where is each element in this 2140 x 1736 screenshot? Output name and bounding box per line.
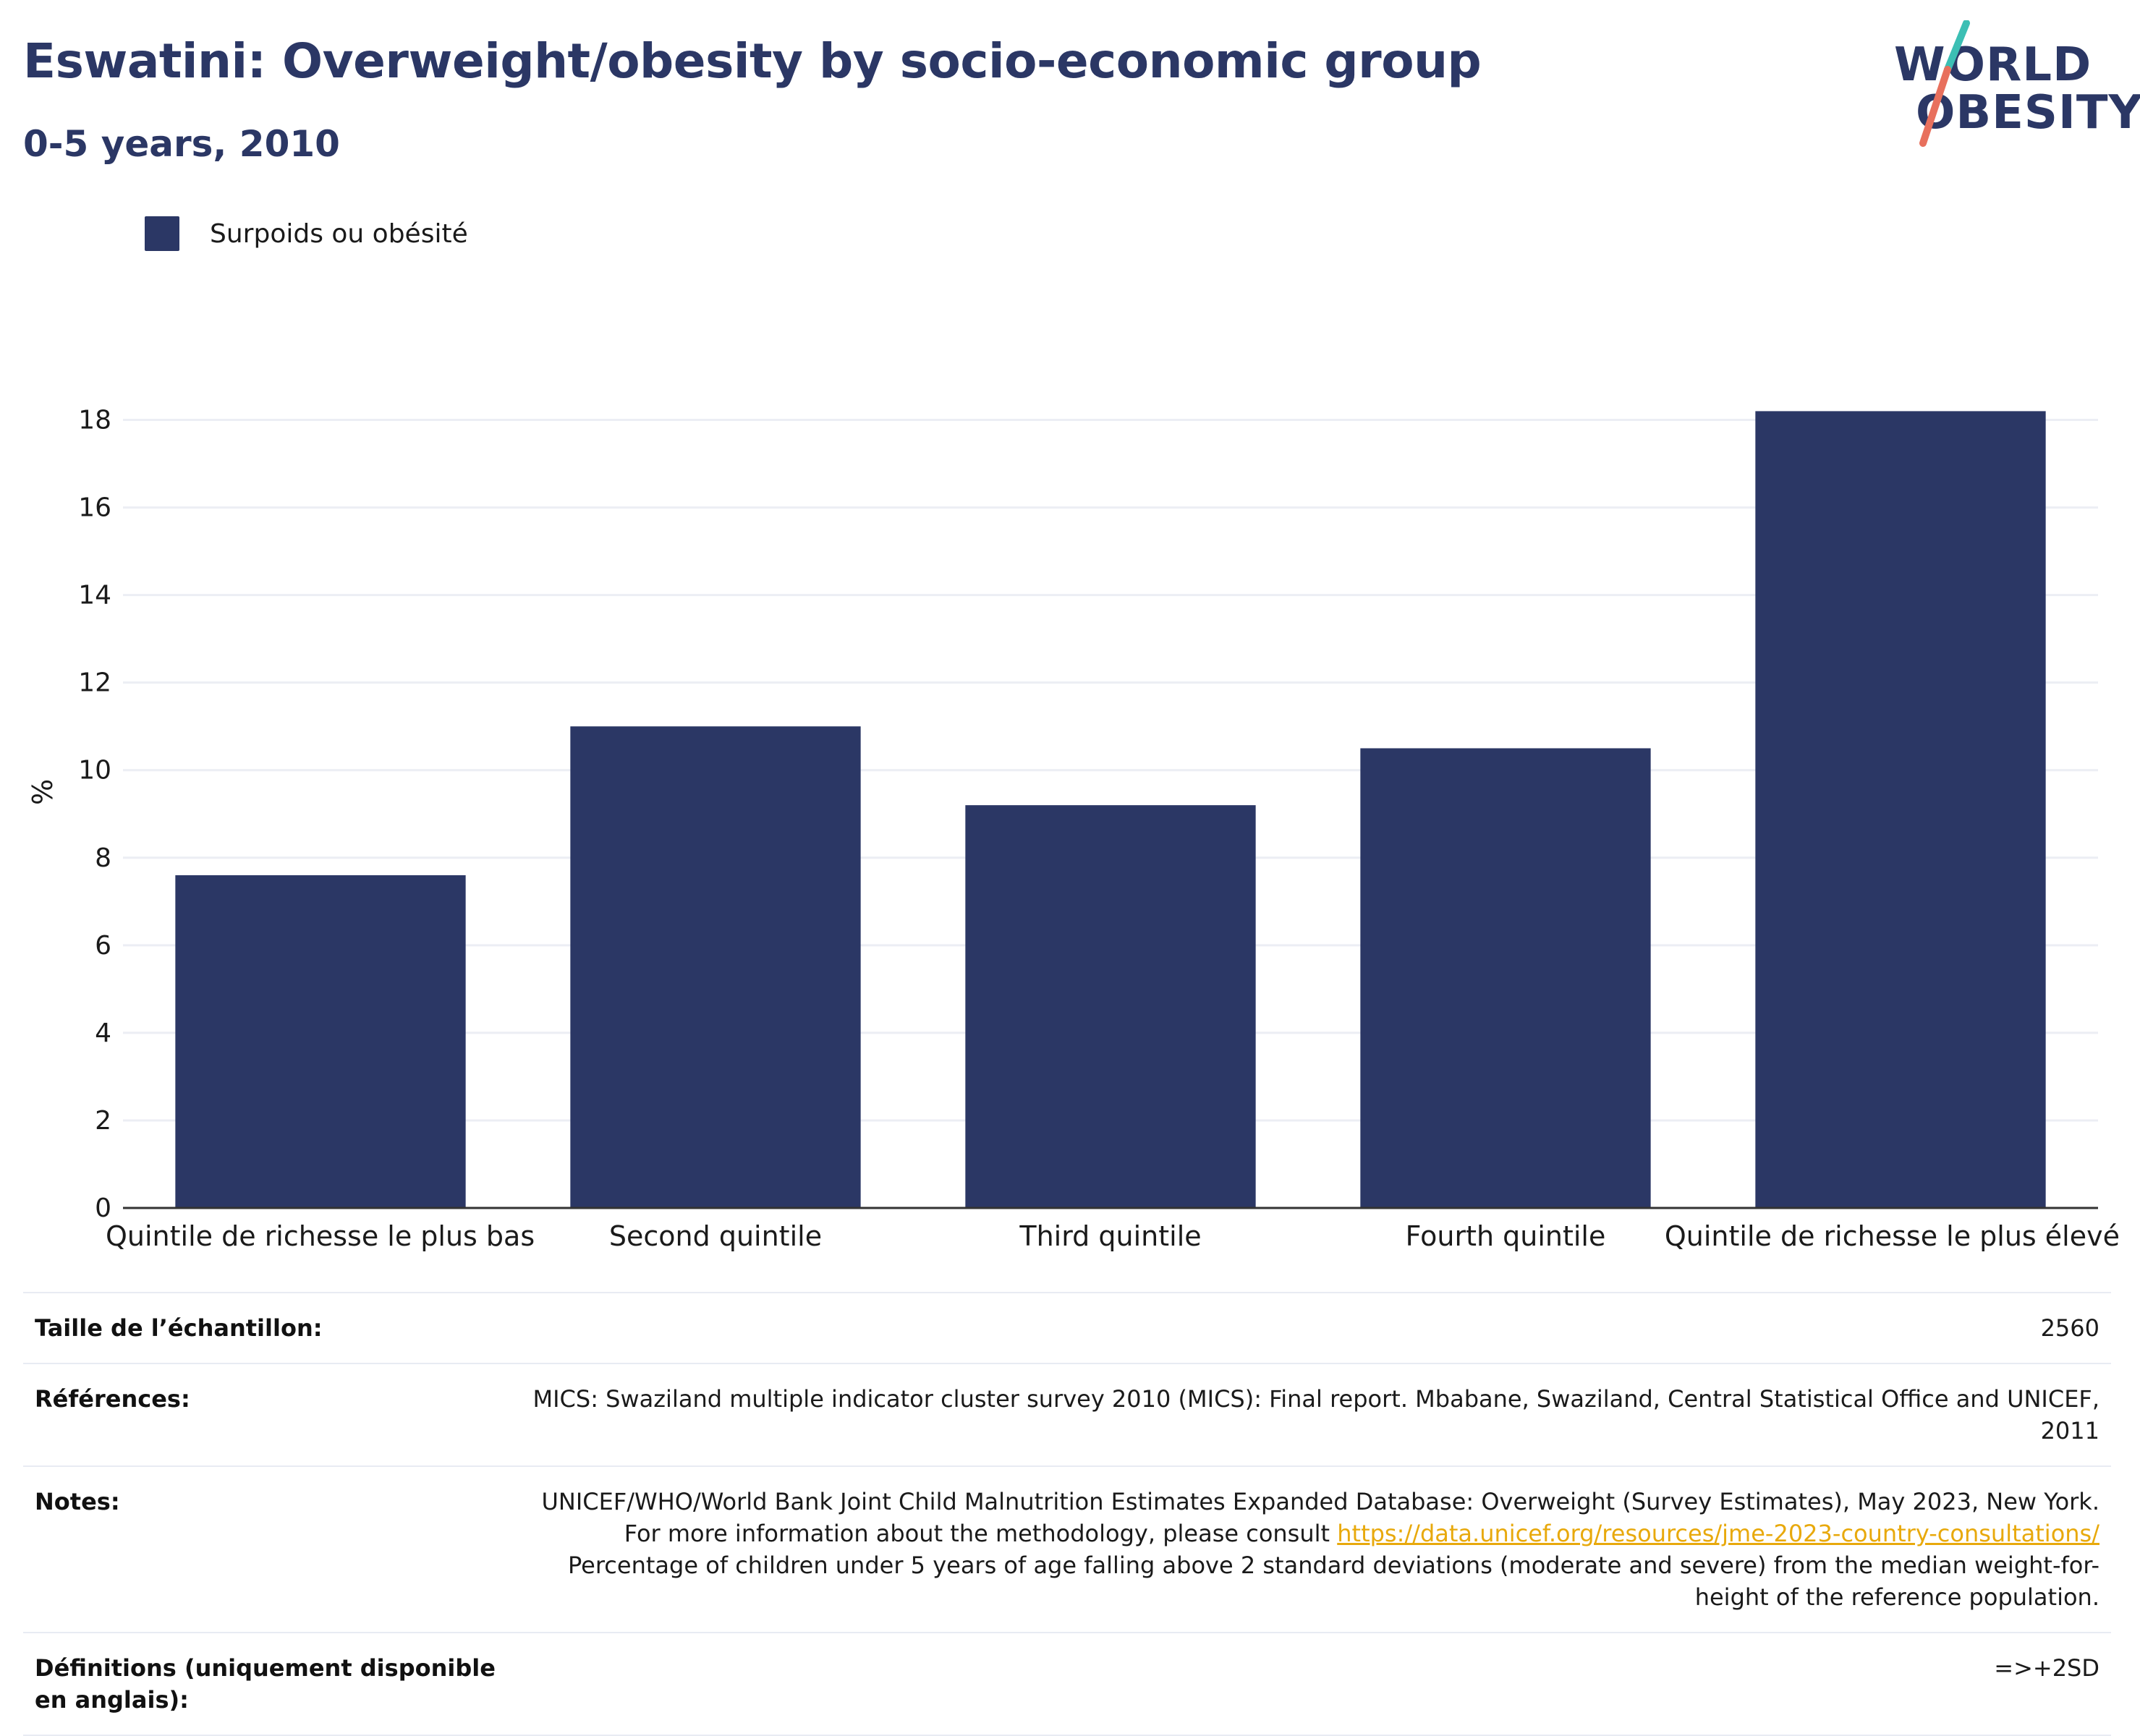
bar [175, 875, 466, 1208]
x-tick-label: Quintile de richesse le plus élevé [1665, 1220, 2120, 1252]
x-tick-label: Second quintile [609, 1220, 822, 1252]
logo-word-1: WORLD [1894, 38, 2092, 92]
bar [1755, 411, 2046, 1208]
x-tick-label: Quintile de richesse le plus bas [106, 1220, 535, 1252]
definitions-label: Définitions (uniquement disponible en an… [35, 1654, 496, 1714]
info-table: Taille de l’échantillon: 2560 Références… [23, 1292, 2111, 1736]
y-tick-label: 18 [78, 406, 111, 435]
notes-label: Notes: [35, 1488, 120, 1515]
info-row-references: Références: MICS: Swaziland multiple ind… [23, 1363, 2111, 1466]
notes-text-before: UNICEF/WHO/World Bank Joint Child Malnut… [541, 1488, 2100, 1547]
info-row-notes: Notes: UNICEF/WHO/World Bank Joint Child… [23, 1466, 2111, 1633]
x-tick-label: Fourth quintile [1406, 1220, 1606, 1252]
logo-word-2: OBESITY [1916, 86, 2140, 140]
page-title: Eswatini: Overweight/obesity by socio-ec… [23, 33, 1482, 89]
sample-size-label: Taille de l’échantillon: [35, 1314, 323, 1342]
bar-chart: 0 2 4 6 8 10 12 14 16 18% Quintile de richesse le … [27, 406, 2120, 1252]
page-subtitle: 0-5 years, 2010 [23, 123, 340, 165]
y-tick-label: 10 [78, 756, 111, 786]
chart-legend: Surpoids ou obésité [145, 216, 468, 252]
world-obesity-logo: WORLD OBESITY [1881, 20, 2140, 150]
legend-swatch [145, 216, 179, 251]
notes-link[interactable]: https://data.unicef.org/resources/jme-20… [1337, 1520, 2099, 1547]
references-label: Références: [35, 1385, 190, 1413]
info-row-sample-size: Taille de l’échantillon: 2560 [23, 1293, 2111, 1363]
logo-slash-icon [1919, 20, 1970, 147]
bar [965, 805, 1256, 1208]
x-tick-label: Third quintile [1019, 1220, 1201, 1252]
notes-text-after: Percentage of children under 5 years of … [568, 1552, 2099, 1611]
info-row-definitions: Définitions (uniquement disponible en an… [23, 1633, 2111, 1735]
y-axis-title: % [27, 779, 59, 805]
y-tick-label: 2 [95, 1106, 111, 1136]
bar [1360, 748, 1651, 1208]
y-tick-label: 8 [95, 843, 111, 873]
definitions-value: =>+2SD [1994, 1654, 2099, 1682]
y-tick-label: 4 [95, 1018, 111, 1048]
legend-label: Surpoids ou obésité [210, 218, 468, 249]
y-tick-label: 12 [78, 668, 111, 698]
notes-value: UNICEF/WHO/World Bank Joint Child Malnut… [509, 1466, 2111, 1633]
y-tick-label: 14 [78, 581, 111, 610]
bar [570, 726, 861, 1208]
sample-size-value: 2560 [2040, 1314, 2099, 1342]
y-tick-label: 6 [95, 931, 111, 961]
y-tick-label: 16 [78, 493, 111, 523]
references-value: MICS: Swaziland multiple indicator clust… [532, 1385, 2100, 1444]
y-tick-label: 0 [95, 1194, 111, 1223]
